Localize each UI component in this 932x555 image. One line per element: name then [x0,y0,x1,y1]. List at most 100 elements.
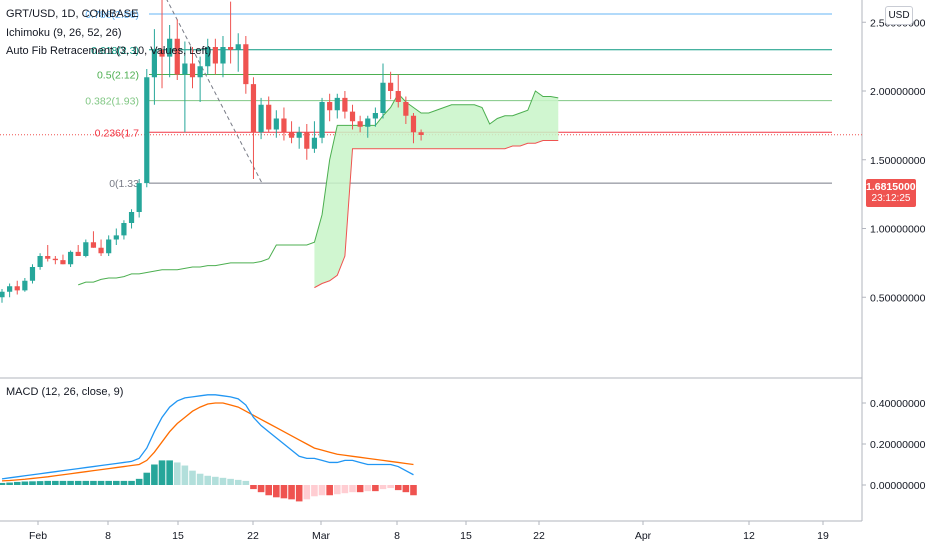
candle-body [121,223,127,236]
macd-histogram-bar [212,476,219,485]
macd-histogram-bar [59,480,67,485]
candle-body [189,63,196,78]
candle-body [311,137,318,149]
time-tick-label: 22 [533,530,545,542]
candle-body [90,242,97,248]
candle-body [334,97,340,111]
macd-histogram-bar [318,485,326,496]
candle-body [235,44,241,50]
macd-histogram-bar [113,480,120,485]
price-tick-label: 2.00000000 [870,86,926,98]
macd-histogram-bar [242,480,250,485]
macd-histogram-bar [326,485,333,496]
price-tick-label: 1.50000000 [870,155,926,167]
macd-histogram-bar [90,480,97,485]
macd-histogram-bar [341,485,349,494]
candle-body [98,247,104,254]
candle-body [212,47,218,64]
candle-body [266,104,272,130]
macd-histogram-bar [105,480,112,485]
macd-histogram-bar [273,485,280,498]
macd-histogram-bar [303,485,311,500]
candle-body [273,118,279,130]
macd-histogram-bar [288,485,295,500]
time-tick-label: 12 [743,530,755,542]
fib-label: 0.382(1.93) [85,96,139,108]
macd-histogram-bar [394,485,402,491]
macd-histogram-bar [173,462,181,485]
last-price-value: 1.68150000 [866,181,922,193]
candle-body [349,111,356,122]
macd-histogram-bar [189,470,196,485]
candle-body [159,49,165,57]
bar-countdown: 23:12:25 [871,193,911,204]
candle-body [106,239,112,254]
fib-label: 0.618(2.3) [91,45,139,57]
macd-histogram-bar [372,485,379,492]
fib-label: 0.236(1.7 [95,127,140,139]
currency-button[interactable]: USD [885,6,913,25]
macd-histogram-bar [234,479,242,485]
macd-histogram-bar [250,485,257,490]
macd-histogram-bar [349,485,356,493]
macd-histogram-bar [82,480,90,485]
macd-histogram-bar [356,485,364,493]
macd-histogram-bar [29,481,36,485]
fib-legend[interactable]: Auto Fib Retracement (3, 10, Values, Lef… [6,45,212,57]
candle-body [144,77,150,184]
last-price-tag: 1.68150000 23:12:25 [866,179,922,207]
macd-histogram-bar [311,485,318,497]
candle-body [342,97,348,112]
macd-histogram-bar [402,485,410,493]
macd-histogram-bar [295,485,303,502]
candle-body [250,84,257,133]
macd-histogram-bar [364,485,372,492]
candle-body [0,291,5,298]
candle-body [288,132,295,138]
candle-body [418,132,424,135]
candle-body [83,242,89,256]
macd-histogram-bar [333,485,341,495]
macd-histogram-bar [227,478,234,485]
candles [0,0,424,303]
macd-histogram-bar [21,481,29,485]
macd-histogram-bar [128,480,135,485]
candle-body [395,91,401,102]
candle-body [67,251,74,265]
fib-label: 0.786(2.56) [85,9,139,21]
price-tick-label: 0.50000000 [870,292,926,304]
time-tick-label: 22 [247,530,259,542]
candle-body [357,121,363,127]
candle-body [304,132,310,149]
ichimoku-legend[interactable]: Ichimoku (9, 26, 52, 26) [6,27,122,39]
candle-body [281,118,287,133]
ichimoku-cloud [78,90,559,289]
price-tick-label: 1.00000000 [870,224,926,236]
time-tick-label: Feb [29,530,47,542]
macd-tick-label: 0.20000000 [870,439,926,451]
macd-pane [0,394,417,502]
macd-histogram-bar [181,465,189,485]
macd-histogram-bar [120,480,128,485]
macd-line [1,394,414,480]
macd-histogram-bar [379,485,387,490]
candle-body [75,251,81,256]
fib-label: 0(1.33 [109,178,139,190]
candle-body [167,38,173,57]
candle-body [29,267,36,281]
candle-body [14,286,20,291]
candle-body [365,118,371,127]
fib-levels: 1(2.9)0.786(2.56)0.618(2.3)0.5(2.12)0.38… [0,0,862,190]
time-tick-label: 15 [172,530,184,542]
pane-borders [0,0,863,522]
macd-histogram-bar [97,480,105,485]
axes: 0.50000000 1.00000000 1.50000000 2.00000000… [29,17,926,542]
macd-histogram-bar [196,473,204,485]
candle-body [220,47,226,64]
macd-histogram-bar [280,485,288,499]
candle-body [319,102,325,138]
fib-label: 0.5(2.12) [97,70,139,82]
macd-legend[interactable]: MACD (12, 26, close, 9) [6,386,124,398]
